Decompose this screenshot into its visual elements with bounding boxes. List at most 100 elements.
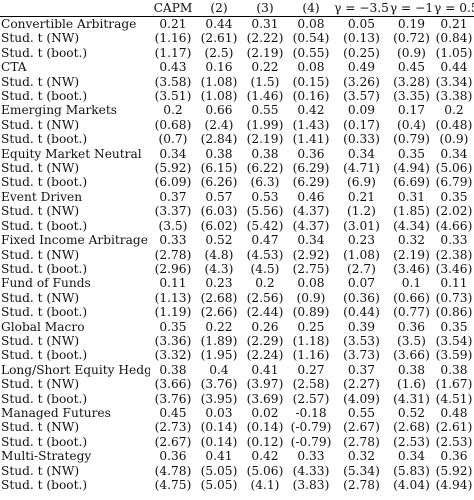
table-row: Stud. t (NW) (3.36) (1.89) (2.29) (1.18) (3.5… — [0, 334, 474, 348]
table-cell: 0.52 — [205, 233, 233, 248]
table-row: Stud. t (NW) (2.78) (4.8) (4.53) (2.92) (1.08… — [0, 248, 474, 262]
table-cell: 0.1 — [401, 276, 422, 291]
table-cell: 0.34 — [440, 146, 468, 161]
table-cell: (6.3) — [250, 175, 280, 190]
row-label: Global Macro — [1, 319, 85, 334]
table-cell: (2.68) — [200, 290, 238, 305]
table-cell: (3.01) — [343, 218, 380, 233]
row-label: Stud. t (NW) — [1, 463, 80, 478]
row-label: Stud. t (boot.) — [1, 175, 88, 190]
table-row: Stud. t (boot.) (2.96) (4.3) (4.5) (2.75) (2.… — [0, 262, 474, 276]
table-cell: (6.79) — [435, 175, 473, 190]
table-cell: (0.12) — [246, 434, 284, 449]
table-cell: 0.31 — [242, 16, 288, 32]
col-header-model-4: (4) — [302, 1, 320, 15]
table-cell: (1.05) — [435, 45, 473, 60]
table-cell: (2.5) — [204, 45, 234, 60]
table-cell: (4.31) — [393, 391, 430, 406]
table-cell: (3.34) — [435, 74, 473, 89]
table-cell: 0.36 — [440, 449, 468, 464]
row-label: Long/Short Equity Hedge — [1, 362, 150, 377]
table-cell: (6.02) — [200, 218, 238, 233]
table-cell: (6.03) — [200, 204, 238, 219]
table-cell: (0.9) — [296, 290, 326, 305]
table-cell: 0.37 — [347, 362, 376, 377]
table-cell: (3.26) — [343, 74, 380, 89]
table-row: Event Driven 0.37 0.57 0.53 0.46 0.21 0.31 0.35 — [0, 190, 474, 204]
row-label: Fixed Income Arbitrage — [1, 233, 148, 248]
table-cell: 0.03 — [205, 405, 233, 420]
table-cell: 0.55 — [347, 405, 376, 420]
table-cell: (5.34) — [343, 463, 380, 478]
table-cell: (1.08) — [343, 247, 380, 262]
table-cell: (0.14) — [246, 420, 284, 435]
row-label: Stud. t (boot.) — [1, 434, 88, 449]
row-label: Stud. t (boot.) — [1, 218, 88, 233]
table-cell: (1.2) — [347, 204, 376, 219]
row-label: Convertible Arbitrage — [0, 16, 150, 32]
row-label: Managed Futures — [1, 405, 111, 420]
row-label: Stud. t (NW) — [1, 74, 80, 89]
table-cell: (1.43) — [292, 117, 330, 132]
table-cell: (0.33) — [343, 132, 380, 147]
table-cell: (1.19) — [154, 305, 192, 320]
table-cell: (2.78) — [343, 478, 380, 492]
table-cell: (6.26) — [200, 175, 238, 190]
table-cell: 0.47 — [251, 233, 279, 248]
table-cell: 0.46 — [297, 189, 325, 204]
table-cell: (1.67) — [435, 377, 473, 392]
table-cell: (5.05) — [200, 463, 238, 478]
table-cell: (1.16) — [154, 31, 192, 46]
table-cell: (2.75) — [292, 261, 330, 276]
table-cell: 0.08 — [297, 276, 325, 291]
table-cell: (5.92) — [435, 463, 473, 478]
table-cell: (6.29) — [292, 175, 330, 190]
table-row: CTA 0.43 0.16 0.22 0.08 0.49 0.45 0.44 — [0, 60, 474, 74]
table-cell: 0.43 — [159, 60, 187, 75]
row-label: Event Driven — [1, 189, 83, 204]
table-cell: (6.15) — [200, 161, 238, 176]
table-row: Fixed Income Arbitrage 0.33 0.52 0.47 0.34 0.… — [0, 233, 474, 247]
table-cell: (3.38) — [435, 89, 473, 104]
table-cell: (4.94) — [435, 478, 473, 492]
row-label: Stud. t (boot.) — [1, 348, 88, 363]
table-cell: 0.09 — [347, 103, 376, 118]
table-cell: 0.66 — [205, 103, 233, 118]
table-cell: (0.44) — [343, 305, 380, 320]
table-cell: 0.36 — [397, 319, 426, 334]
table-cell: (2.24) — [246, 348, 284, 363]
table-cell: 0.34 — [297, 233, 325, 248]
table-cell: (1.08) — [200, 74, 238, 89]
table-cell: 0.02 — [251, 405, 279, 420]
table-cell: (0.54) — [292, 31, 330, 46]
table-cell: 0.26 — [251, 319, 279, 334]
table-cell: (2.92) — [292, 247, 330, 262]
row-label: Stud. t (NW) — [1, 31, 80, 46]
table-row: Stud. t (NW) (1.13) (2.68) (2.56) (0.9) (0.36… — [0, 291, 474, 305]
table-row: Stud. t (NW) (1.16) (2.61) (2.22) (0.54) (0.1… — [0, 31, 474, 45]
table-cell: (0.55) — [292, 45, 330, 60]
table-cell: (1.89) — [200, 333, 238, 348]
table-body: Convertible Arbitrage 0.21 0.44 0.31 0.08 0.0… — [0, 16, 474, 493]
table-cell: 0.32 — [397, 233, 426, 248]
table-cell: (2.4) — [204, 117, 234, 132]
table-cell: 0.33 — [159, 233, 187, 248]
table-cell: (0.14) — [200, 434, 238, 449]
table-cell: (0.86) — [435, 305, 473, 320]
table-row: Global Macro 0.35 0.22 0.26 0.25 0.39 0.36 0.35 — [0, 320, 474, 334]
table-cell: (4.37) — [292, 204, 330, 219]
table-cell: (2.53) — [393, 434, 430, 449]
table-cell: 0.23 — [205, 276, 233, 291]
table-cell: (3.76) — [154, 391, 192, 406]
row-label: Stud. t (NW) — [1, 161, 80, 176]
row-label: Stud. t (NW) — [1, 333, 80, 348]
table-cell: (4.78) — [154, 463, 192, 478]
table-cell: (3.46) — [393, 261, 430, 276]
table-cell: 0.34 — [347, 146, 376, 161]
col-header-model-2: (2) — [210, 1, 228, 15]
table-row: Stud. t (NW) (4.78) (5.05) (5.06) (4.33) (5.3… — [0, 464, 474, 478]
table-cell: 0.38 — [251, 146, 279, 161]
col-header-gamma-0-5: γ = 0.5 — [434, 1, 474, 15]
table-cell: 0.34 — [397, 449, 426, 464]
table-cell: 0.38 — [159, 362, 187, 377]
